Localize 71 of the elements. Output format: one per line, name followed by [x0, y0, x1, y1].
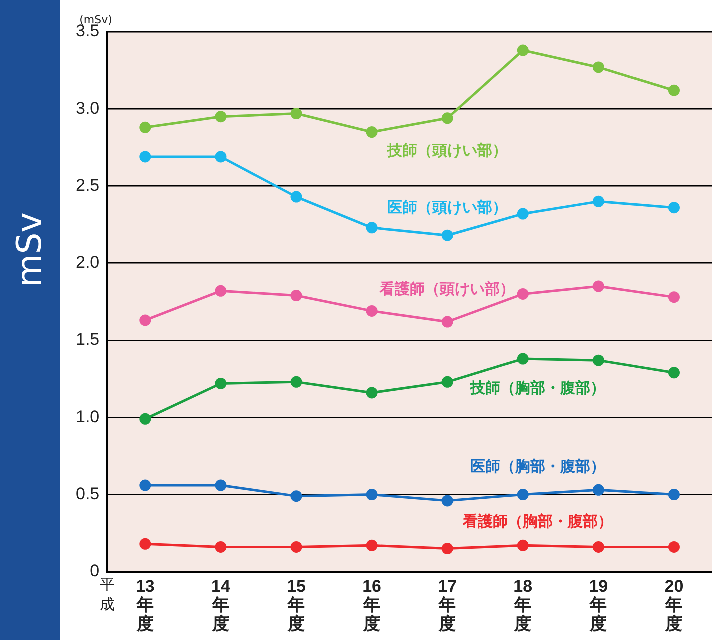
- x-tick-label: 13年度: [136, 576, 155, 634]
- y-tick-label: 0: [90, 562, 100, 581]
- point: [668, 292, 680, 304]
- point: [442, 495, 454, 507]
- point: [668, 202, 680, 214]
- y-tick-label: 2.5: [76, 176, 100, 195]
- y-tick-label: 0.5: [76, 484, 100, 504]
- point: [592, 280, 604, 292]
- point: [140, 314, 152, 326]
- point: [140, 151, 152, 163]
- point: [140, 538, 152, 550]
- point: [215, 541, 227, 553]
- point: [366, 387, 378, 399]
- series-label: 技師（胸部・腹部）: [470, 378, 606, 397]
- point: [592, 484, 604, 496]
- point: [290, 490, 302, 502]
- point: [668, 367, 680, 379]
- text: 平成: [100, 575, 116, 614]
- point: [140, 480, 152, 492]
- point: [517, 288, 529, 300]
- series-label: 医師（頭けい部）: [388, 198, 508, 217]
- point: [517, 208, 529, 220]
- point: [592, 62, 604, 74]
- point: [290, 541, 302, 553]
- point: [442, 376, 454, 388]
- series-label: 医師（胸部・腹部）: [470, 458, 606, 476]
- x-tick-label: 16年度: [362, 576, 382, 634]
- y-tick-label: 1.5: [76, 330, 100, 350]
- point: [517, 489, 529, 501]
- point: [215, 480, 227, 492]
- x-tick-label: 19年度: [589, 576, 608, 634]
- point: [592, 541, 604, 553]
- point: [140, 413, 152, 425]
- point: [290, 191, 302, 203]
- point: [290, 108, 302, 120]
- point: [140, 122, 152, 134]
- x-tick-label: 15年度: [286, 576, 306, 634]
- point: [215, 285, 227, 297]
- point: [366, 305, 378, 317]
- x-tick-label: 20年度: [664, 576, 684, 634]
- point: [215, 111, 227, 123]
- point: [366, 222, 378, 234]
- point: [290, 376, 302, 388]
- point: [668, 84, 680, 96]
- point: [442, 543, 454, 555]
- series-label: 看護師（頭けい部）: [379, 280, 516, 298]
- y-tick-label: 3.0: [76, 98, 100, 118]
- point: [366, 540, 378, 552]
- point: [592, 196, 604, 208]
- y-axis-title: mSv: [10, 212, 50, 288]
- point: [668, 489, 680, 501]
- point: [517, 353, 529, 365]
- point: [442, 316, 454, 328]
- x-tick-label: 14年度: [211, 576, 231, 634]
- point: [592, 354, 604, 366]
- y-tick-label: 1.0: [76, 407, 100, 426]
- point: [517, 44, 529, 56]
- series-label: 技師（頭けい部）: [386, 141, 508, 160]
- x-tick-label: 18年度: [514, 576, 533, 634]
- y-tick-label: 2.0: [76, 253, 100, 272]
- point: [668, 541, 680, 553]
- point: [366, 489, 378, 501]
- x-tick-label: 17年度: [438, 576, 458, 634]
- point: [366, 126, 378, 138]
- point: [442, 230, 454, 242]
- point: [517, 540, 529, 552]
- point: [215, 151, 227, 163]
- series-label: 看護師（胸部・腹部）: [462, 512, 614, 531]
- point: [290, 290, 302, 302]
- point: [215, 378, 227, 390]
- point: [442, 112, 454, 124]
